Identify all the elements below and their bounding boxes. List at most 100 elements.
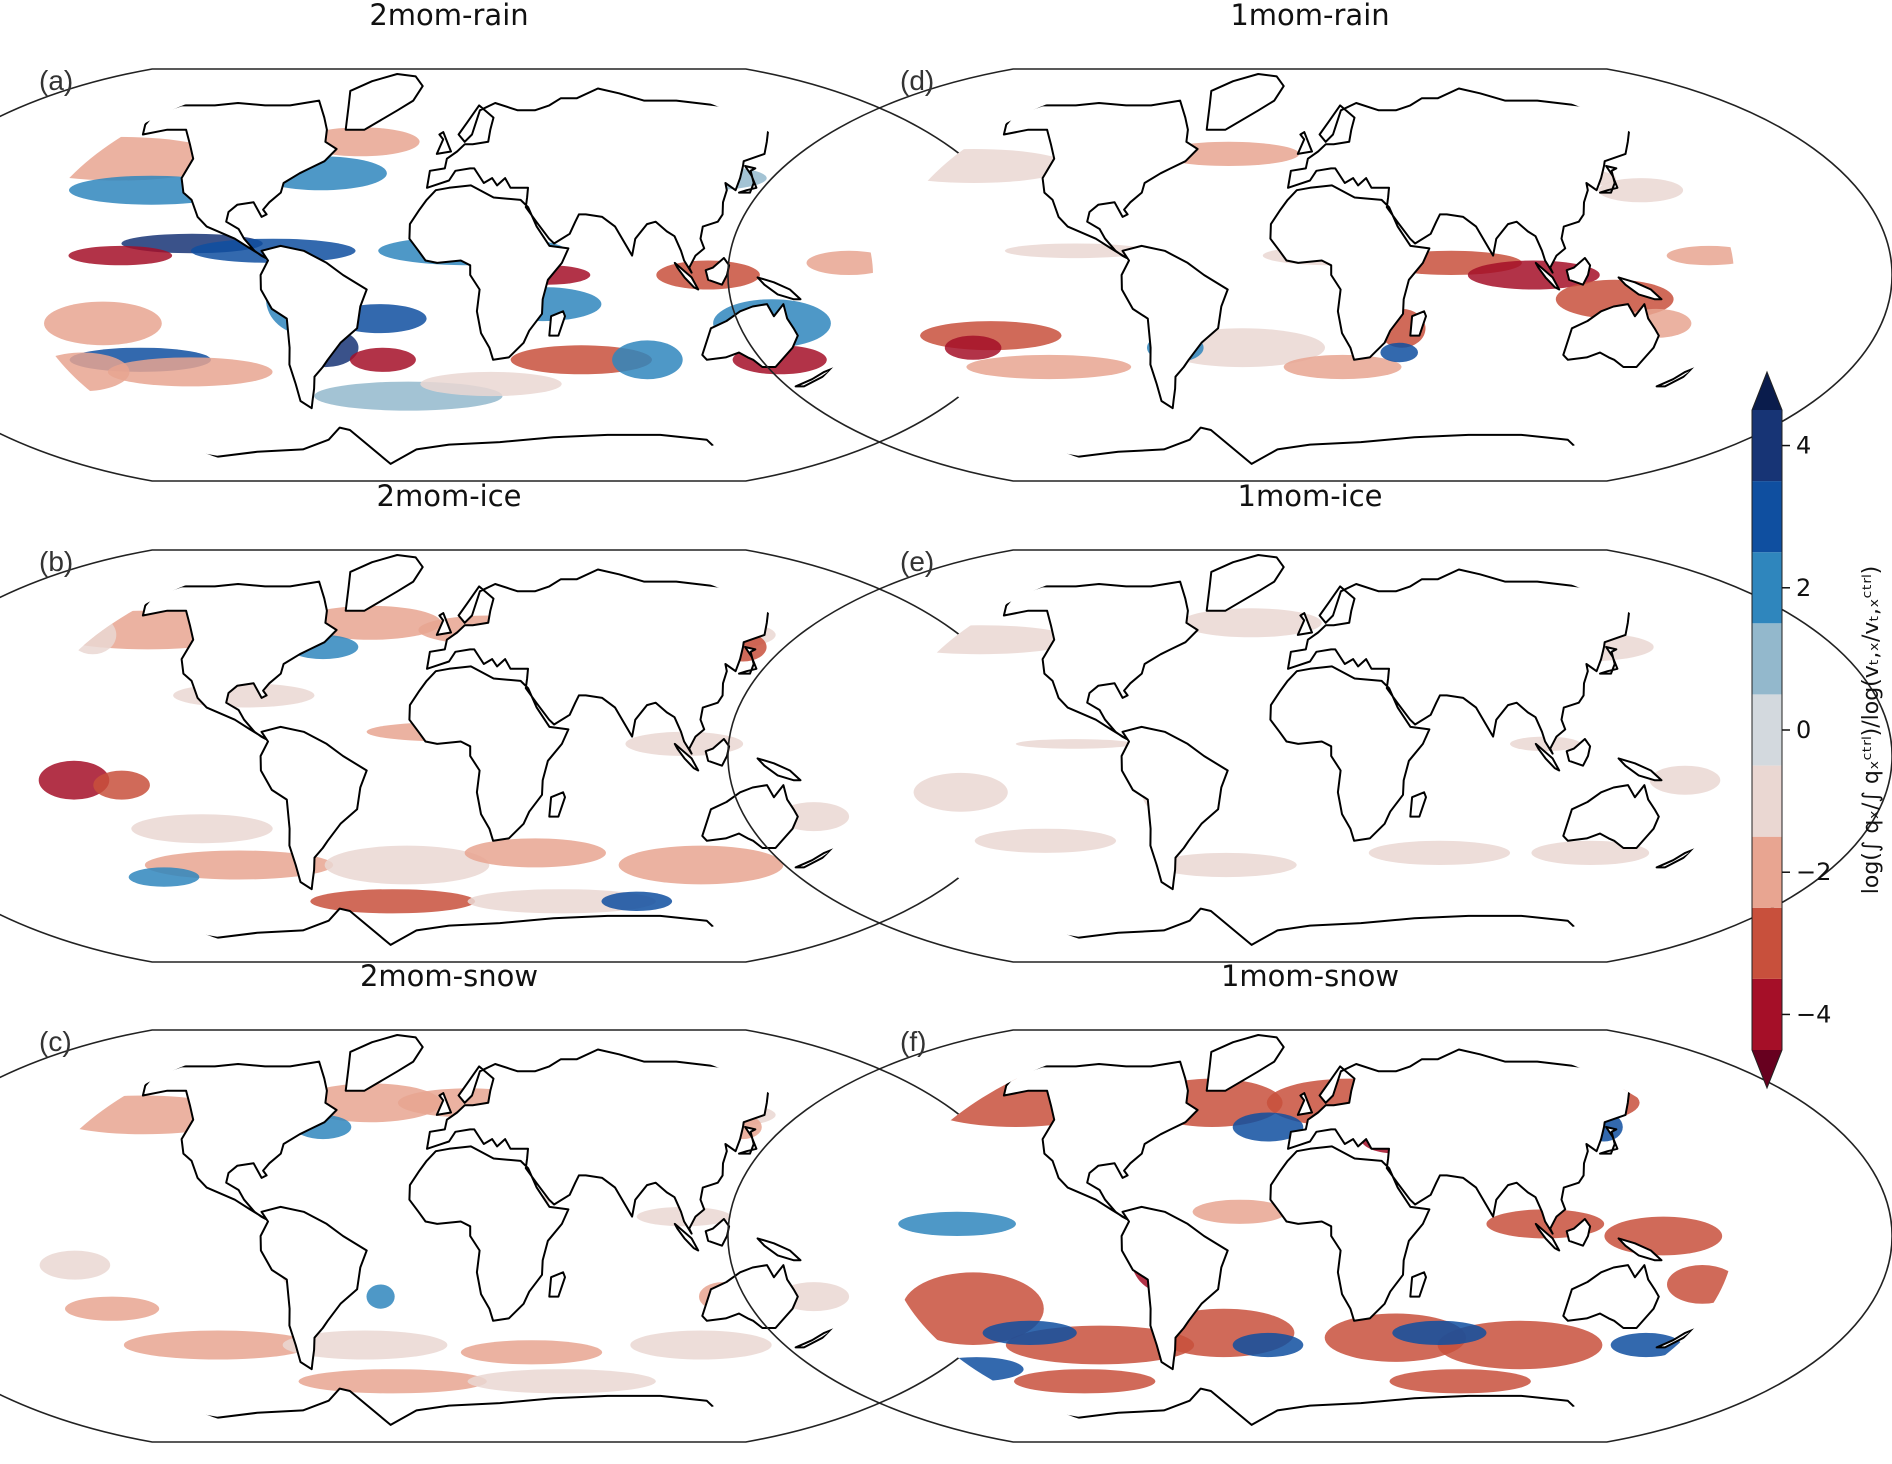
field-patch xyxy=(886,149,1069,183)
field-patch xyxy=(366,1284,395,1309)
field-patch xyxy=(612,340,683,380)
field-patch xyxy=(298,1369,487,1394)
field-patch xyxy=(310,889,476,914)
colorbar-band xyxy=(1752,623,1782,695)
field-patch xyxy=(913,772,1008,812)
field-patch xyxy=(1013,1369,1156,1394)
field-patch xyxy=(44,301,162,346)
field-patch xyxy=(966,354,1132,380)
field-patch xyxy=(1368,840,1511,866)
panel-title: 2mom-rain xyxy=(369,0,528,32)
field-patch xyxy=(1667,1265,1734,1304)
field-patch xyxy=(35,352,130,392)
map-panel: 1mom-rain (d) xyxy=(727,0,1892,482)
field-patch xyxy=(65,1296,160,1321)
panel-letter: (e) xyxy=(900,546,934,577)
field-patch xyxy=(123,1330,313,1360)
field-patch xyxy=(1283,354,1402,380)
field-patch xyxy=(1380,342,1418,363)
map-panel: 2mom-snow (c) xyxy=(0,959,1032,1443)
field-patch xyxy=(349,347,416,372)
field-patch xyxy=(1467,260,1600,290)
field-patch xyxy=(886,625,1075,655)
field-patch xyxy=(324,845,490,885)
field-patch xyxy=(1531,840,1650,866)
field-patch xyxy=(944,335,1002,360)
colorbar-band xyxy=(1752,765,1782,837)
field-patch xyxy=(898,1211,1016,1236)
field-patch xyxy=(282,1330,448,1360)
field-patch xyxy=(1232,1112,1304,1142)
field-patch xyxy=(778,1282,850,1312)
panel-letter: (d) xyxy=(900,65,934,96)
coastline xyxy=(1002,554,1699,962)
map-frame xyxy=(727,549,1892,963)
map-panel: 1mom-ice (e) xyxy=(727,479,1892,963)
field-patch xyxy=(1666,245,1734,266)
field-patch xyxy=(1604,1216,1723,1256)
panel-title: 1mom-snow xyxy=(1221,959,1399,993)
field-patch xyxy=(778,802,850,832)
field-patch xyxy=(467,1369,656,1394)
field-patch xyxy=(974,828,1117,853)
field-patch xyxy=(460,1340,603,1365)
field-patch xyxy=(1610,1332,1682,1358)
field-patch xyxy=(39,1250,111,1280)
colorbar-band xyxy=(1752,694,1782,766)
panel-title: 2mom-ice xyxy=(377,479,522,513)
panel-letter: (c) xyxy=(39,1026,72,1057)
colorbar-outline xyxy=(1751,370,1783,1090)
panel-title: 1mom-rain xyxy=(1230,0,1389,32)
colorbar-band xyxy=(1752,481,1782,553)
field-patch xyxy=(1015,739,1134,749)
map-frame xyxy=(727,68,1892,482)
coastline xyxy=(1002,1034,1699,1442)
colorbar-label: log(∫ qₓ/∫ qₓᶜᵗʳˡ)/log(vₜ,ₓ/vₜ,ₓᶜᵗʳˡ) xyxy=(1859,566,1884,895)
field-patch xyxy=(1649,765,1721,795)
colorbar-tick-label: 4 xyxy=(1796,432,1811,460)
field-patch xyxy=(806,250,873,275)
field-patch xyxy=(1392,1320,1487,1345)
field-patch xyxy=(420,371,562,397)
field-patch xyxy=(38,760,110,800)
field-patch xyxy=(467,889,656,914)
field-patch xyxy=(1180,608,1322,638)
panel-letter: (f) xyxy=(900,1026,926,1057)
field-patch xyxy=(1232,1332,1304,1358)
colorbar-band xyxy=(1752,552,1782,624)
field-patch xyxy=(93,770,150,800)
field-patch xyxy=(107,357,273,387)
panel-letter: (b) xyxy=(39,546,73,577)
colorbar-extend-max xyxy=(1752,372,1782,410)
colorbar-extend-min xyxy=(1752,1050,1782,1088)
colorbar-band xyxy=(1752,836,1782,908)
colorbar-tick-label: −4 xyxy=(1796,1000,1831,1028)
colorbar-band xyxy=(1752,907,1782,979)
field-patch xyxy=(1389,1369,1531,1394)
field-patch xyxy=(1192,1199,1287,1224)
panel-title: 1mom-ice xyxy=(1238,479,1383,513)
field-patch xyxy=(1598,178,1684,203)
panel-letter: (a) xyxy=(39,65,73,96)
map-frame xyxy=(727,1029,1892,1443)
map-panel: 2mom-rain (a) xyxy=(0,0,1032,482)
map-panel: 2mom-ice (b) xyxy=(0,479,1032,963)
field-patch xyxy=(601,891,673,911)
field-patch xyxy=(1510,736,1581,752)
field-patch xyxy=(128,867,200,887)
colorbar-tick-label: −2 xyxy=(1796,858,1831,886)
panel-title: 2mom-snow xyxy=(360,959,538,993)
field-patch xyxy=(68,245,173,266)
colorbar-band xyxy=(1752,410,1782,482)
colorbar-tick-label: 0 xyxy=(1796,716,1811,744)
map-panel: 1mom-snow (f) xyxy=(727,959,1892,1443)
field-patch xyxy=(131,814,273,844)
field-patch xyxy=(69,615,117,655)
colorbar-band xyxy=(1752,978,1782,1050)
colorbar-tick-label: 2 xyxy=(1796,574,1811,602)
field-patch xyxy=(630,1330,772,1360)
field-patch xyxy=(982,1320,1077,1345)
field-patch xyxy=(1155,852,1297,878)
field-patch xyxy=(464,838,606,868)
